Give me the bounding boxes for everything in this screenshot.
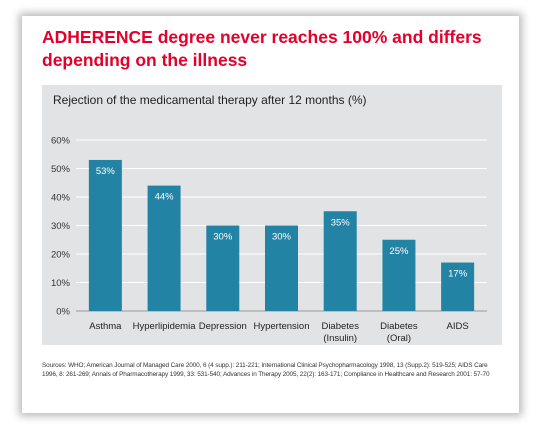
y-tick-label: 10%	[51, 278, 71, 289]
x-tick-label: AIDS	[447, 321, 469, 332]
y-tick-label: 20%	[51, 250, 71, 261]
x-tick-label: Diabetes (Insulin)	[321, 321, 359, 344]
x-tick-label: Depression	[199, 321, 247, 332]
y-tick-label: 50%	[51, 164, 71, 175]
x-tick-label: Hypertension	[254, 321, 310, 332]
x-tick-label: Hyperlipidemia	[133, 321, 197, 332]
bar	[147, 185, 181, 311]
headline: ADHERENCE degree never reaches 100% and …	[42, 27, 482, 70]
chart-panel: Rejection of the medicamental therapy af…	[42, 85, 502, 345]
y-tick-label: 60%	[51, 136, 71, 147]
bar-chart: 0% 10% 20% 30% 40% 50% 60% 53% Asthma 44% Hyperlip…	[51, 136, 487, 344]
data-label: 25%	[389, 246, 409, 257]
data-label: 17%	[448, 269, 468, 280]
data-label: 53%	[96, 166, 116, 177]
data-label: 44%	[155, 192, 175, 203]
y-tick-label: 40%	[51, 193, 71, 204]
y-tick-label: 0%	[56, 307, 70, 318]
chart-title: Rejection of the medicamental therapy af…	[53, 93, 367, 107]
y-tick-label: 30%	[51, 221, 71, 232]
sources-footnote: Sources: WHO; American Journal of Manage…	[42, 362, 490, 378]
bar	[323, 211, 357, 311]
x-tick-label: Asthma	[89, 321, 122, 332]
bar	[441, 262, 475, 311]
x-tick-label: Diabetes (Oral)	[380, 321, 418, 344]
data-label: 30%	[272, 232, 292, 243]
data-label: 30%	[213, 232, 233, 243]
bar	[382, 239, 416, 311]
data-label: 35%	[331, 217, 351, 228]
bar	[265, 225, 298, 311]
bar	[88, 159, 122, 311]
bar	[206, 225, 240, 311]
